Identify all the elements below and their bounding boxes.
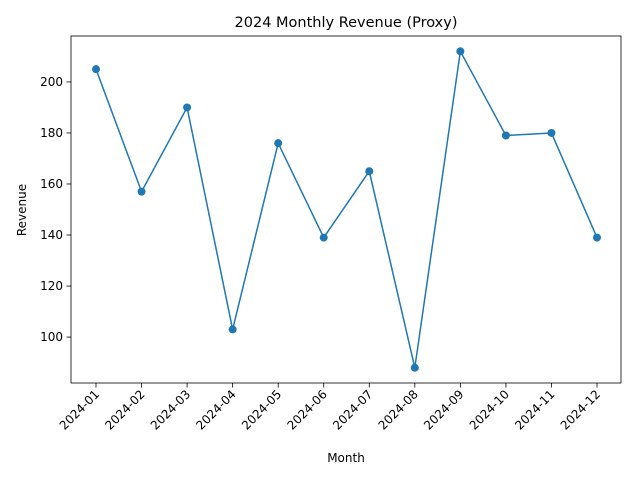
series-line (95, 50, 598, 369)
axes-frame (70, 35, 622, 384)
x-tick-label: 2024-05 (239, 387, 284, 432)
data-point (183, 103, 192, 112)
y-tick-label: 100 (40, 330, 63, 344)
x-axis-label: Month (327, 451, 365, 465)
x-tick-label: 2024-02 (102, 387, 147, 432)
chart-title: 2024 Monthly Revenue (Proxy) (235, 15, 458, 31)
data-point (410, 363, 419, 372)
data-point (365, 167, 374, 176)
y-tick-label: 160 (40, 177, 63, 191)
x-tick-label: 2024-09 (421, 387, 466, 432)
x-tick-label: 2024-08 (376, 387, 421, 432)
y-tick-label: 120 (40, 279, 63, 293)
x-tick-label: 2024-06 (284, 387, 329, 432)
y-tick-label: 200 (40, 75, 63, 89)
data-point (319, 233, 328, 242)
x-tick-label: 2024-04 (193, 387, 238, 432)
data-point (501, 131, 510, 140)
x-tick-label: 2024-12 (558, 387, 603, 432)
data-point (547, 128, 556, 137)
x-tick-label: 2024-11 (512, 387, 557, 432)
data-point (228, 325, 237, 334)
x-tick-label: 2024-03 (148, 387, 193, 432)
data-point (137, 187, 146, 196)
data-point (593, 233, 601, 242)
data-point (274, 139, 283, 148)
y-tick-label: 180 (40, 126, 63, 140)
y-tick-label: 140 (40, 228, 63, 242)
data-point (92, 65, 100, 74)
x-tick-label: 2024-07 (330, 387, 375, 432)
data-point (456, 47, 465, 56)
y-axis-label: Revenue (15, 184, 29, 236)
x-tick-label: 2024-01 (57, 387, 102, 432)
x-tick-label: 2024-10 (467, 387, 512, 432)
